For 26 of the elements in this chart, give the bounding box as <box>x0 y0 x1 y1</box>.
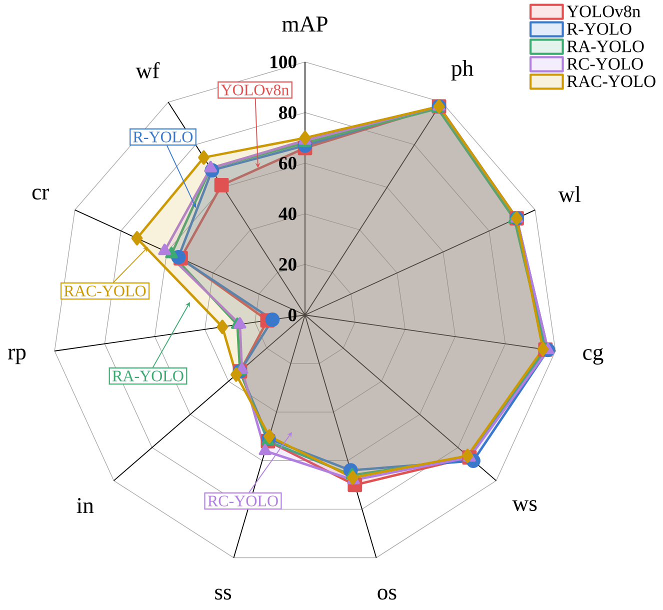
spoke-label: ws <box>512 500 537 511</box>
spoke-label: rp <box>8 348 26 364</box>
spoke-label: ph <box>451 60 474 81</box>
spoke-label: cg <box>583 348 604 365</box>
text: YOLOv8n <box>220 84 289 96</box>
spoke-label: cr <box>32 188 49 200</box>
y-tick-label: 40 <box>278 207 296 220</box>
spoke-label: in <box>76 498 94 514</box>
y-tick-label: 80 <box>279 106 296 119</box>
legend-label: RA-YOLO <box>567 40 644 52</box>
text: R-YOLO <box>133 132 193 142</box>
legend-label: RC-YOLO <box>567 58 643 70</box>
legend-label: RAC-YOLO <box>567 76 656 88</box>
y-tick-label: 60 <box>279 156 296 170</box>
legend-label: YOLOv8n <box>566 6 640 18</box>
y-tick-label: 100 <box>270 56 296 68</box>
text: RAC-YOLO <box>64 286 146 296</box>
spoke-label: os <box>378 588 396 600</box>
spoke-label: wf <box>136 62 160 78</box>
spoke-label: mAP <box>282 16 328 32</box>
text: RC-YOLO <box>208 496 278 506</box>
spoke-label: ss <box>215 588 232 600</box>
spoke-label: wl <box>558 186 581 202</box>
y-tick-label: 20 <box>279 258 296 271</box>
legend-label: R-YOLO <box>567 23 632 35</box>
text: RA-YOLO <box>112 370 184 382</box>
